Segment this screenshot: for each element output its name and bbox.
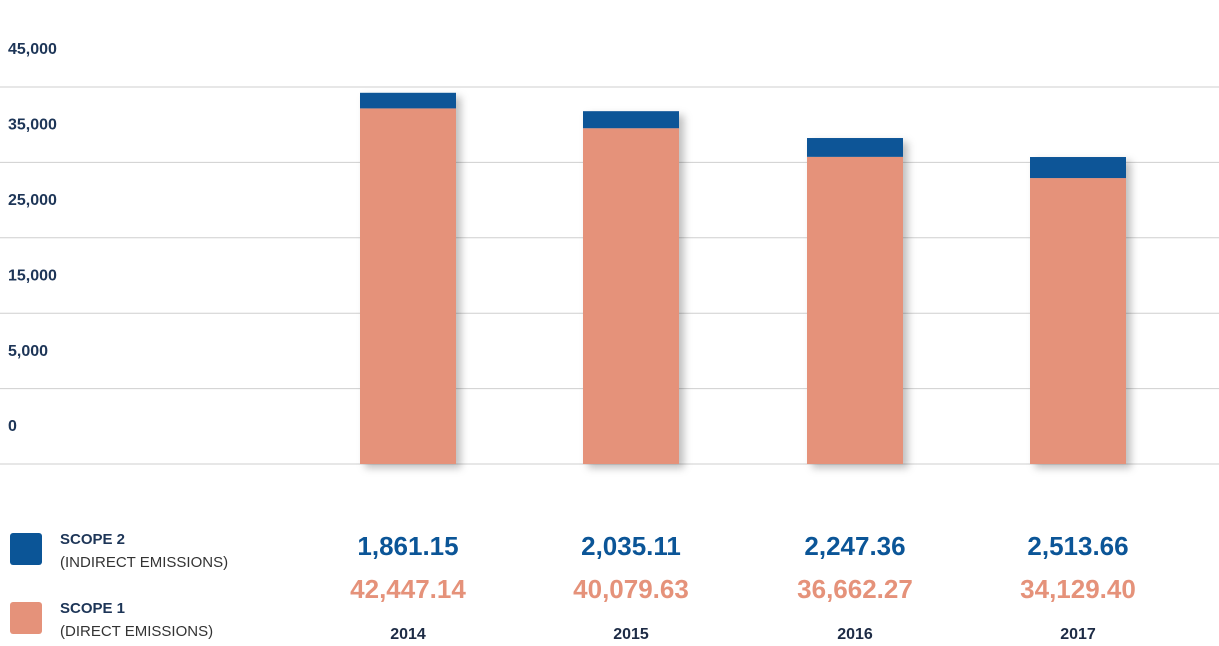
bar-segment: [583, 111, 679, 129]
y-tick-label: 45,000: [8, 41, 57, 58]
y-tick-label: 5,000: [8, 343, 48, 360]
bar-segment: [583, 128, 679, 464]
value-label: 2,513.66: [1027, 531, 1128, 561]
legend-description: (DIRECT EMISSIONS): [60, 623, 213, 640]
value-label: 36,662.27: [797, 574, 913, 604]
value-label: 2,247.36: [804, 531, 905, 561]
x-tick-label: 2016: [837, 626, 873, 643]
y-tick-label: 35,000: [8, 117, 57, 134]
x-tick-label: 2015: [613, 626, 649, 643]
value-label: 40,079.63: [573, 574, 689, 604]
bar-segment: [360, 108, 456, 464]
x-tick-label: 2017: [1060, 626, 1096, 643]
legend-name: SCOPE 2: [60, 531, 125, 548]
bar-stack: [360, 92, 456, 464]
bar-segment: [1030, 157, 1126, 179]
value-label: 1,861.15: [357, 531, 458, 561]
value-label: 42,447.14: [350, 574, 466, 604]
y-tick-label: 15,000: [8, 267, 57, 284]
legend-name: SCOPE 1: [60, 600, 125, 617]
bar-stack: [583, 111, 679, 464]
x-tick-label: 2014: [390, 626, 426, 643]
y-tick-label: 0: [8, 418, 17, 435]
legend-swatch: [10, 533, 42, 565]
bar-segment: [807, 138, 903, 157]
bar-stack: [807, 138, 903, 464]
value-label: 34,129.40: [1020, 574, 1136, 604]
y-tick-label: 25,000: [8, 192, 57, 209]
bar-stack: [1030, 157, 1126, 464]
legend-description: (INDIRECT EMISSIONS): [60, 554, 228, 571]
value-label: 2,035.11: [581, 531, 681, 561]
legend-swatch: [10, 602, 42, 634]
bar-segment: [1030, 178, 1126, 464]
bar-segment: [360, 92, 456, 109]
bar-segment: [807, 156, 903, 464]
